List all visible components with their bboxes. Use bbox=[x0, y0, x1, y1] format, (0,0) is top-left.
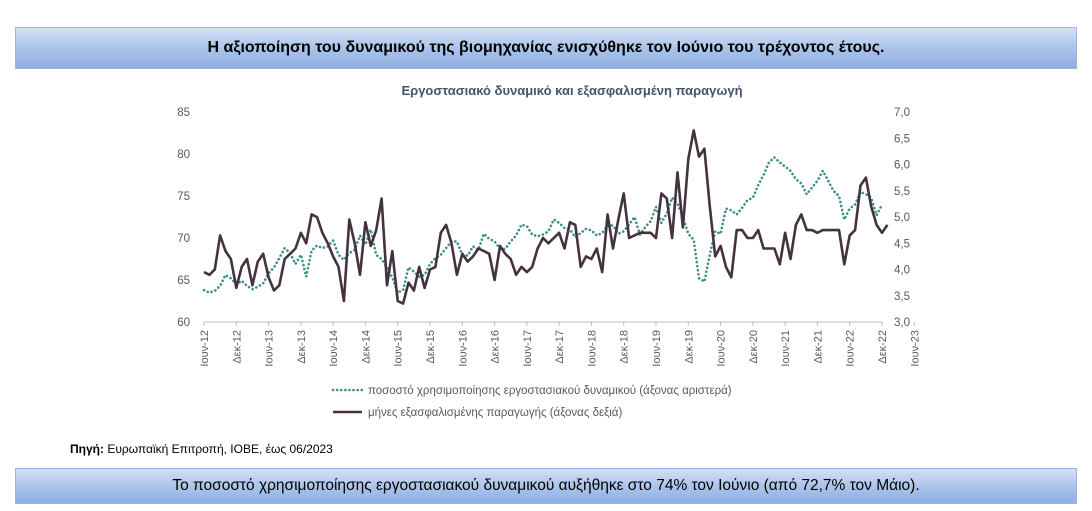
x-tick-label: Δεκ-22 bbox=[877, 330, 889, 364]
legend: ποσοστό χρησιμοποίησης εργοστασιακού δυν… bbox=[331, 385, 732, 419]
x-tick-label: Δεκ-18 bbox=[619, 330, 631, 364]
x-tick-label: Ιουν-20 bbox=[716, 330, 728, 367]
summary-banner: Το ποσοστό χρησιμοποίησης εργοστασιακού … bbox=[15, 468, 1077, 504]
right-y-tick-label: 7,0 bbox=[894, 107, 910, 119]
source-text: Ευρωπαϊκή Επιτροπή, ΙΟΒΕ, έως 06/2023 bbox=[107, 442, 333, 456]
legend-label-capacity: ποσοστό χρησιμοποίησης εργοστασιακού δυν… bbox=[368, 385, 732, 397]
source-label: Πηγή: bbox=[70, 442, 104, 456]
right-y-axis: 3,0 3,5 4,0 4,5 5,0 5,5 6,0 6,5 7,0 bbox=[894, 107, 910, 329]
x-tick-label: Δεκ-12 bbox=[231, 330, 243, 364]
x-tick-label: Ιουν-23 bbox=[909, 330, 921, 367]
chart-title: Εργοστασιακό δυναμικό και εξασφαλισμένη … bbox=[401, 83, 742, 98]
x-tick-label: Ιουν-17 bbox=[522, 330, 534, 367]
left-y-tick-label: 65 bbox=[177, 275, 190, 287]
x-tick-label: Δεκ-17 bbox=[554, 330, 566, 364]
production-months-line bbox=[203, 129, 889, 305]
source-note: Πηγή: Ευρωπαϊκή Επιτροπή, ΙΟΒΕ, έως 06/2… bbox=[70, 442, 333, 456]
left-y-tick-label: 70 bbox=[177, 233, 190, 245]
left-y-axis: 60 65 70 75 80 85 bbox=[177, 107, 190, 329]
headline-banner: Η αξιοποίηση του δυναμικού της βιομηχανί… bbox=[15, 27, 1077, 69]
right-y-tick-label: 3,5 bbox=[894, 291, 910, 303]
x-tick-label: Ιουν-21 bbox=[780, 330, 792, 367]
left-y-tick-label: 75 bbox=[177, 191, 190, 203]
legend-label-production: μήνες εξασφαλισμένης παραγωγής (άξονας δ… bbox=[368, 407, 622, 419]
left-y-tick-label: 60 bbox=[177, 317, 190, 329]
x-tick-label: Ιουν-22 bbox=[845, 330, 857, 367]
legend-item-capacity: ποσοστό χρησιμοποίησης εργοστασιακού δυν… bbox=[331, 385, 732, 397]
left-y-tick-label: 80 bbox=[177, 149, 190, 161]
right-y-tick-label: 6,0 bbox=[894, 160, 910, 172]
x-tick-label: Δεκ-16 bbox=[490, 330, 502, 364]
x-tick-label: Δεκ-20 bbox=[748, 330, 760, 364]
right-y-tick-label: 6,5 bbox=[894, 133, 910, 145]
x-tick-label: Ιουν-14 bbox=[328, 330, 340, 367]
summary-text: Το ποσοστό χρησιμοποίησης εργοστασιακού … bbox=[172, 477, 920, 494]
left-y-tick-label: 85 bbox=[177, 107, 190, 119]
x-tick-label: Ιουν-15 bbox=[393, 330, 405, 367]
x-tick-label: Δεκ-21 bbox=[812, 330, 824, 364]
series-layer bbox=[202, 129, 889, 305]
capacity-utilization-line bbox=[202, 156, 884, 294]
capacity-production-chart: Εργοστασιακό δυναμικό και εξασφαλισμένη … bbox=[177, 83, 921, 419]
right-y-tick-label: 4,5 bbox=[894, 238, 910, 250]
right-y-tick-label: 5,5 bbox=[894, 186, 910, 198]
x-tick-label: Ιουν-12 bbox=[199, 330, 211, 367]
x-tick-label: Ιουν-18 bbox=[586, 330, 598, 367]
x-tick-label: Δεκ-15 bbox=[425, 330, 437, 364]
x-tick-label: Δεκ-14 bbox=[360, 330, 372, 364]
x-tick-label: Ιουν-16 bbox=[457, 330, 469, 367]
x-tick-label: Δεκ-19 bbox=[683, 330, 695, 364]
x-tick-label: Ιουν-19 bbox=[651, 330, 663, 367]
headline-text: Η αξιοποίηση του δυναμικού της βιομηχανί… bbox=[207, 39, 885, 56]
right-y-tick-label: 4,0 bbox=[894, 265, 910, 277]
x-tick-label: Δεκ-13 bbox=[296, 330, 308, 364]
right-y-tick-label: 3,0 bbox=[894, 317, 910, 329]
right-y-tick-label: 5,0 bbox=[894, 212, 910, 224]
x-axis: Ιουν-12 Δεκ-12 Ιουν-13 Δεκ-13 Ιουν-14 Δεκ-14 Ι… bbox=[199, 321, 921, 367]
legend-item-production: μήνες εξασφαλισμένης παραγωγής (άξονας δ… bbox=[333, 407, 622, 419]
x-tick-label: Ιουν-13 bbox=[264, 330, 276, 367]
